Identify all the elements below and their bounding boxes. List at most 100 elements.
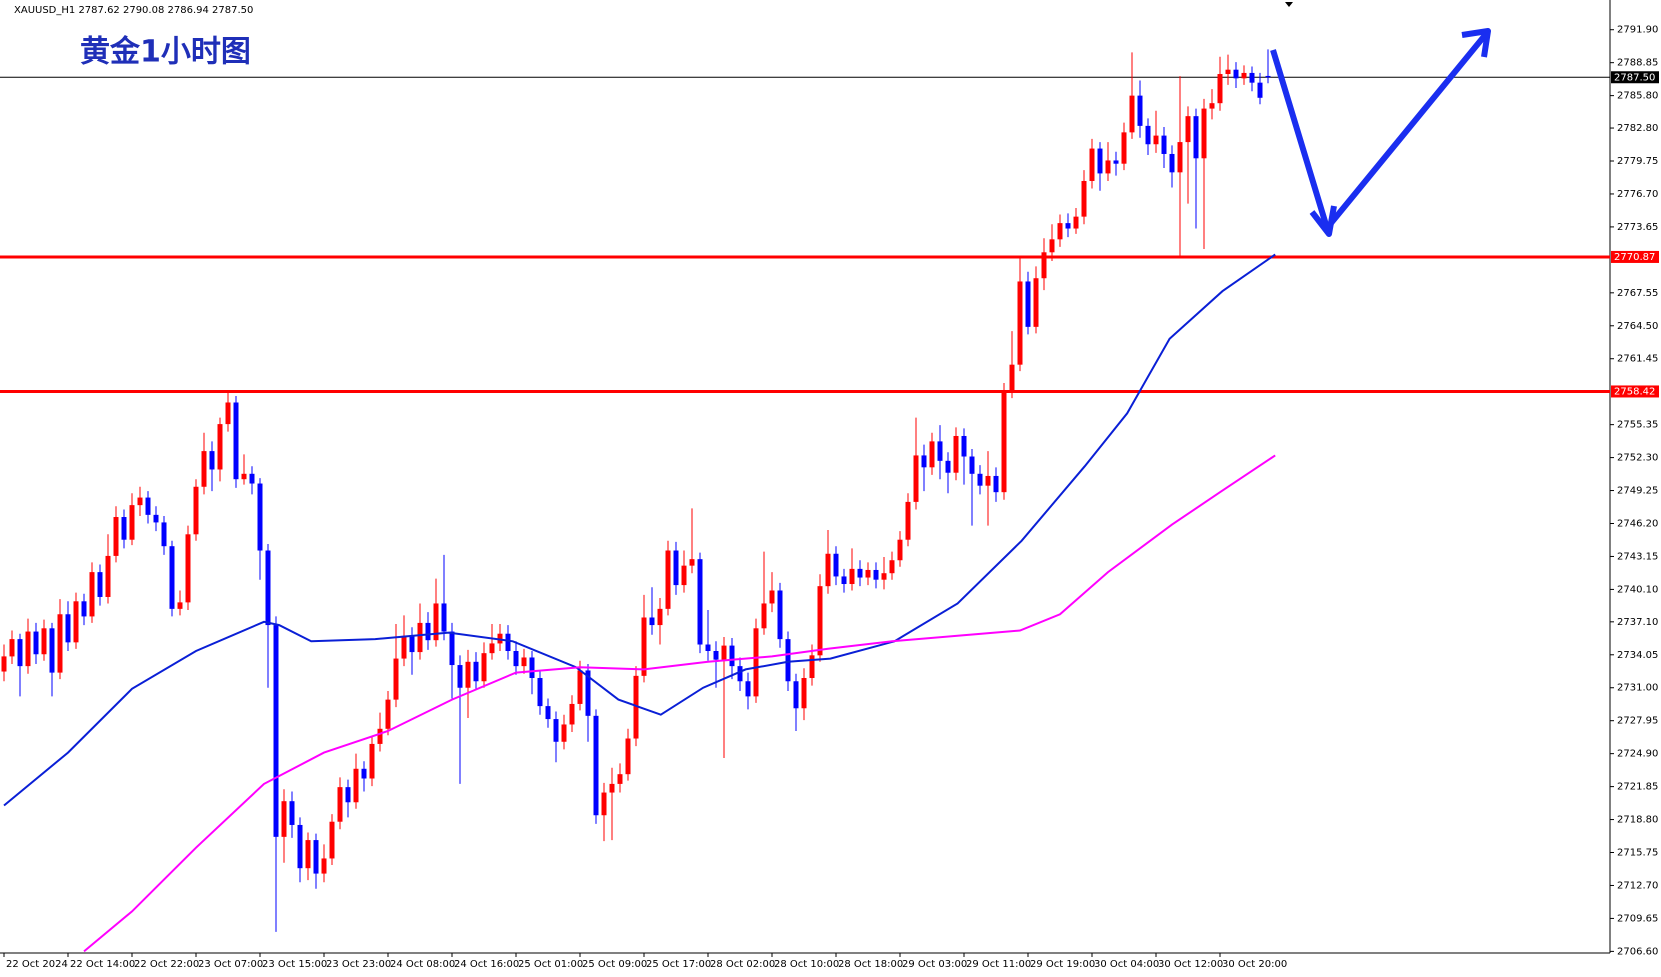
- candle-body: [57, 614, 63, 673]
- candle-body: [753, 628, 759, 697]
- candle-body: [1209, 103, 1215, 109]
- candle-body: [113, 517, 119, 556]
- y-tick-label: 2776.70: [1617, 189, 1658, 200]
- candle-body: [1249, 72, 1255, 83]
- x-tick-label: 29 Oct 03:00: [902, 959, 967, 970]
- candle-body: [1225, 69, 1231, 75]
- candle-body: [545, 706, 551, 720]
- candle-body: [945, 460, 951, 473]
- candle-body: [233, 402, 239, 480]
- candle-body: [585, 670, 591, 716]
- candle-body: [1241, 72, 1247, 79]
- candle-body: [1193, 116, 1199, 159]
- candle-body: [849, 568, 855, 585]
- candle-body: [665, 550, 671, 609]
- candle-body: [617, 774, 623, 784]
- candle-body: [289, 801, 295, 825]
- candle-body: [977, 473, 983, 486]
- candle-body: [225, 402, 231, 425]
- candle-body: [609, 783, 615, 793]
- candle-body: [121, 517, 127, 540]
- candle-body: [81, 601, 87, 617]
- y-tick-label: 2737.10: [1617, 617, 1658, 628]
- candle-body: [25, 631, 31, 667]
- candle-body: [969, 456, 975, 474]
- candle-body: [1057, 223, 1063, 240]
- candle-body: [457, 665, 463, 688]
- y-tick-label: 2749.25: [1617, 486, 1658, 497]
- candle-body: [201, 451, 207, 487]
- candle-body: [697, 559, 703, 645]
- candle-body: [257, 483, 263, 551]
- candle-body: [745, 681, 751, 697]
- x-tick-label: 22 Oct 14:00: [70, 959, 135, 970]
- candle-body: [273, 625, 279, 837]
- x-tick-label: 25 Oct 17:00: [646, 959, 711, 970]
- candle-body: [137, 497, 143, 506]
- arrow-head: [1461, 28, 1491, 58]
- candle-body: [1073, 216, 1079, 229]
- candle-body: [1137, 95, 1143, 126]
- candle-body: [529, 657, 535, 679]
- candle-body: [1113, 160, 1119, 164]
- y-tick-label: 2715.75: [1617, 848, 1658, 859]
- candle-body: [905, 501, 911, 540]
- candle-body: [241, 473, 247, 480]
- x-tick-label: 23 Oct 23:00: [326, 959, 391, 970]
- candle-body: [857, 568, 863, 578]
- candle-body: [361, 768, 367, 779]
- y-tick-label: 2764.50: [1617, 321, 1658, 332]
- y-tick-label: 2791.90: [1617, 25, 1658, 36]
- candle-body: [833, 553, 839, 577]
- arrow-head: [1309, 205, 1337, 237]
- candle-body: [1169, 153, 1175, 173]
- candle-body: [1129, 95, 1135, 133]
- candle-body: [873, 569, 879, 580]
- candle-body: [249, 473, 255, 484]
- x-tick-label: 30 Oct 20:00: [1222, 959, 1287, 970]
- candle-body: [449, 631, 455, 666]
- y-tick-label: 2706.60: [1617, 946, 1658, 957]
- candle-body: [329, 821, 335, 859]
- y-tick-label: 2779.75: [1617, 156, 1658, 167]
- y-tick-label: 2746.20: [1617, 519, 1658, 530]
- y-tick-label: 2724.90: [1617, 749, 1658, 760]
- moving-average: [83, 454, 1276, 953]
- candle-body: [473, 661, 479, 682]
- candle-body: [313, 840, 319, 874]
- x-tick-label: 23 Oct 07:00: [198, 959, 263, 970]
- candle-body: [817, 586, 823, 656]
- candle-body: [553, 719, 559, 742]
- candle-body: [369, 743, 375, 779]
- candle-body: [33, 631, 39, 655]
- candle-body: [961, 435, 967, 457]
- candle-body: [393, 658, 399, 700]
- x-tick-label: 24 Oct 16:00: [454, 959, 519, 970]
- x-tick-label: 22 Oct 22:00: [134, 959, 199, 970]
- price-label: 2787.50: [1614, 72, 1655, 83]
- candle-body: [769, 590, 775, 604]
- candle-body: [681, 565, 687, 586]
- candle-body: [1161, 135, 1167, 154]
- candle-body: [569, 703, 575, 725]
- candle-body: [1089, 148, 1095, 181]
- x-tick-label: 23 Oct 15:00: [262, 959, 327, 970]
- candle-body: [625, 738, 631, 775]
- x-tick-label: 29 Oct 11:00: [966, 959, 1031, 970]
- candle-body: [433, 603, 439, 641]
- y-tick-label: 2785.80: [1617, 91, 1658, 102]
- y-tick-label: 2712.70: [1617, 880, 1658, 891]
- candle-body: [993, 475, 999, 493]
- price-label-box: [1611, 71, 1659, 84]
- candle-body: [465, 661, 471, 688]
- candle-body: [441, 603, 447, 632]
- candle-body: [401, 635, 407, 659]
- y-tick-label: 2718.80: [1617, 815, 1658, 826]
- candle-body: [577, 670, 583, 704]
- candle-body: [889, 560, 895, 574]
- plot: [0, 49, 1610, 953]
- candle-body: [1201, 108, 1207, 159]
- candle-body: [49, 628, 55, 673]
- candle-body: [865, 569, 871, 578]
